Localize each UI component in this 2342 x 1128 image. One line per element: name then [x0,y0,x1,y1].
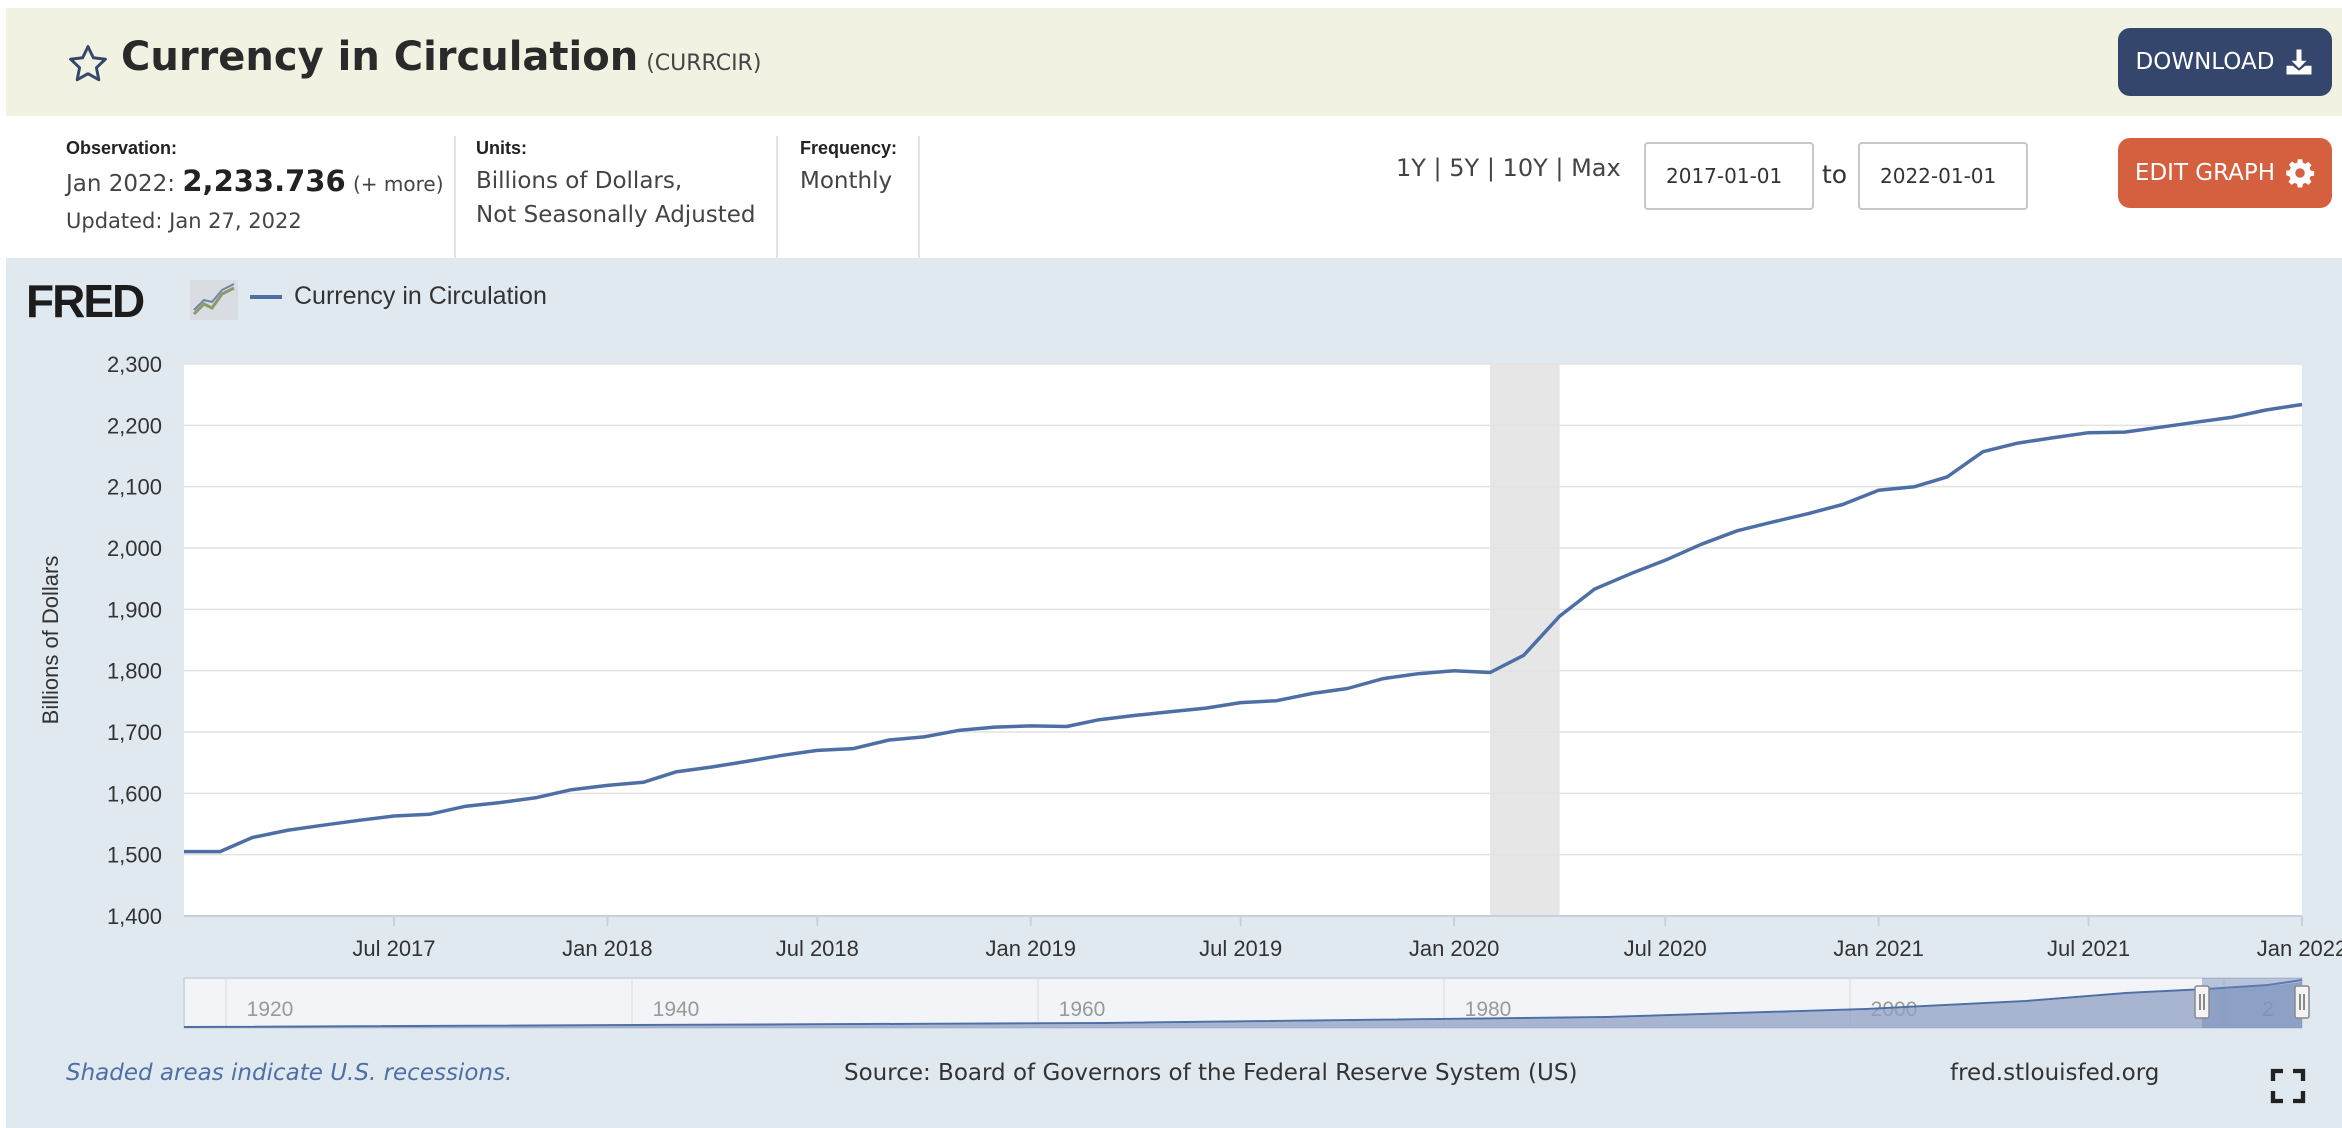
page: Currency in Circulation (CURRCIR) DOWNLOA… [6,8,2342,1128]
legend-swatch [250,294,282,299]
series-id: (CURRCIR) [646,51,762,76]
y-tick-label: 2,300 [107,352,162,377]
x-tick-label: Jul 2019 [1199,936,1282,961]
frequency-label: Frequency: [800,138,898,158]
recession-note: Shaded areas indicate U.S. recessions. [66,1060,513,1086]
series-title: Currency in Circulation [121,34,639,80]
navigator-tick-label: 1980 [1465,998,1512,1021]
chart-panel: 1,400 1,500 1,600 1,700 1,800 1,900 2,000 2,100… [6,258,2342,1128]
navigator-area [184,982,2302,1028]
x-tick-label: Jul 2020 [1624,936,1707,961]
x-tick-label: Jul 2018 [776,936,859,961]
y-tick-label: 1,600 [107,781,162,806]
legend-label: Currency in Circulation [294,282,547,310]
navigator-tick-label: 1940 [653,998,700,1021]
source-text: Source: Board of Governors of the Federa… [844,1060,1578,1086]
recession-band [1490,364,1560,916]
edit-graph-label: EDIT GRAPH [2134,160,2276,186]
y-axis-label: Billions of Dollars [38,556,63,725]
info-divider [776,136,778,258]
gear-icon [2286,159,2315,188]
navigator-tick-label: 1920 [247,998,294,1021]
fred-logo[interactable]: FRED [26,275,145,327]
x-tick-label: Jul 2017 [352,936,435,961]
x-tick-label: Jan 2020 [1409,936,1500,961]
download-icon [2286,49,2312,75]
info-divider [918,136,920,258]
x-tick-label: Jan 2018 [562,936,653,961]
observation-more-link[interactable]: (+ more) [352,172,444,196]
x-tick-label: Jan 2022 [2257,936,2342,961]
navigator-line [183,979,2303,1028]
frequency-value: Monthly [800,168,893,194]
plot-area [184,364,2302,916]
legend: Currency in Circulation [250,282,547,311]
series-line [184,402,2303,854]
header-bar: Currency in Circulation (CURRCIR) DOWNLOA… [6,8,2342,116]
x-tick-label: Jul 2021 [2047,936,2130,961]
download-label: DOWNLOAD [2135,49,2275,75]
observation-label: Observation: [66,138,178,158]
y-tick-label: 2,000 [107,536,162,561]
start-date-input[interactable]: 2017-01-01 [1644,142,1814,210]
observation-line: Jan 2022: 2,233.736 (+ more) [66,164,444,201]
y-tick-label: 1,500 [107,843,162,868]
observation-date: Jan 2022: [66,171,176,197]
units-label: Units: [476,138,527,158]
navigator-handle[interactable] [2294,985,2310,1019]
fred-chart-icon [190,280,238,320]
edit-graph-button[interactable]: EDIT GRAPH [2118,138,2332,208]
star-icon[interactable] [66,42,110,86]
to-label: to [1822,160,1848,189]
updated-date: Updated: Jan 27, 2022 [66,209,302,233]
fullscreen-icon[interactable] [2268,1066,2308,1106]
observation-value: 2,233.736 [182,164,346,198]
units-line-2: Not Seasonally Adjusted [476,202,756,228]
y-tick-label: 2,100 [107,475,162,500]
page-title: Currency in Circulation (CURRCIR) [121,34,761,80]
navigator-selection [2202,978,2302,1028]
y-tick-label: 1,700 [107,720,162,745]
download-button[interactable]: DOWNLOAD [2118,28,2332,96]
navigator-tick-label: 1960 [1059,998,1106,1021]
y-tick-label: 1,800 [107,659,162,684]
x-tick-label: Jan 2019 [985,936,1076,961]
y-tick-label: 2,200 [107,413,162,438]
y-tick-label: 1,400 [107,904,162,929]
navigator-handle[interactable] [2194,985,2210,1019]
chart: 1,400 1,500 1,600 1,700 1,800 1,900 2,000 2,100… [38,352,2342,1029]
info-divider [454,136,456,258]
site-link[interactable]: fred.stlouisfed.org [1950,1060,2160,1086]
end-date-input[interactable]: 2022-01-01 [1858,142,2028,210]
units-line-1: Billions of Dollars, [476,168,683,194]
x-tick-label: Jan 2021 [1833,936,1924,961]
y-tick-label: 1,900 [107,597,162,622]
range-links[interactable]: 1Y | 5Y | 10Y | Max [1396,154,1621,182]
